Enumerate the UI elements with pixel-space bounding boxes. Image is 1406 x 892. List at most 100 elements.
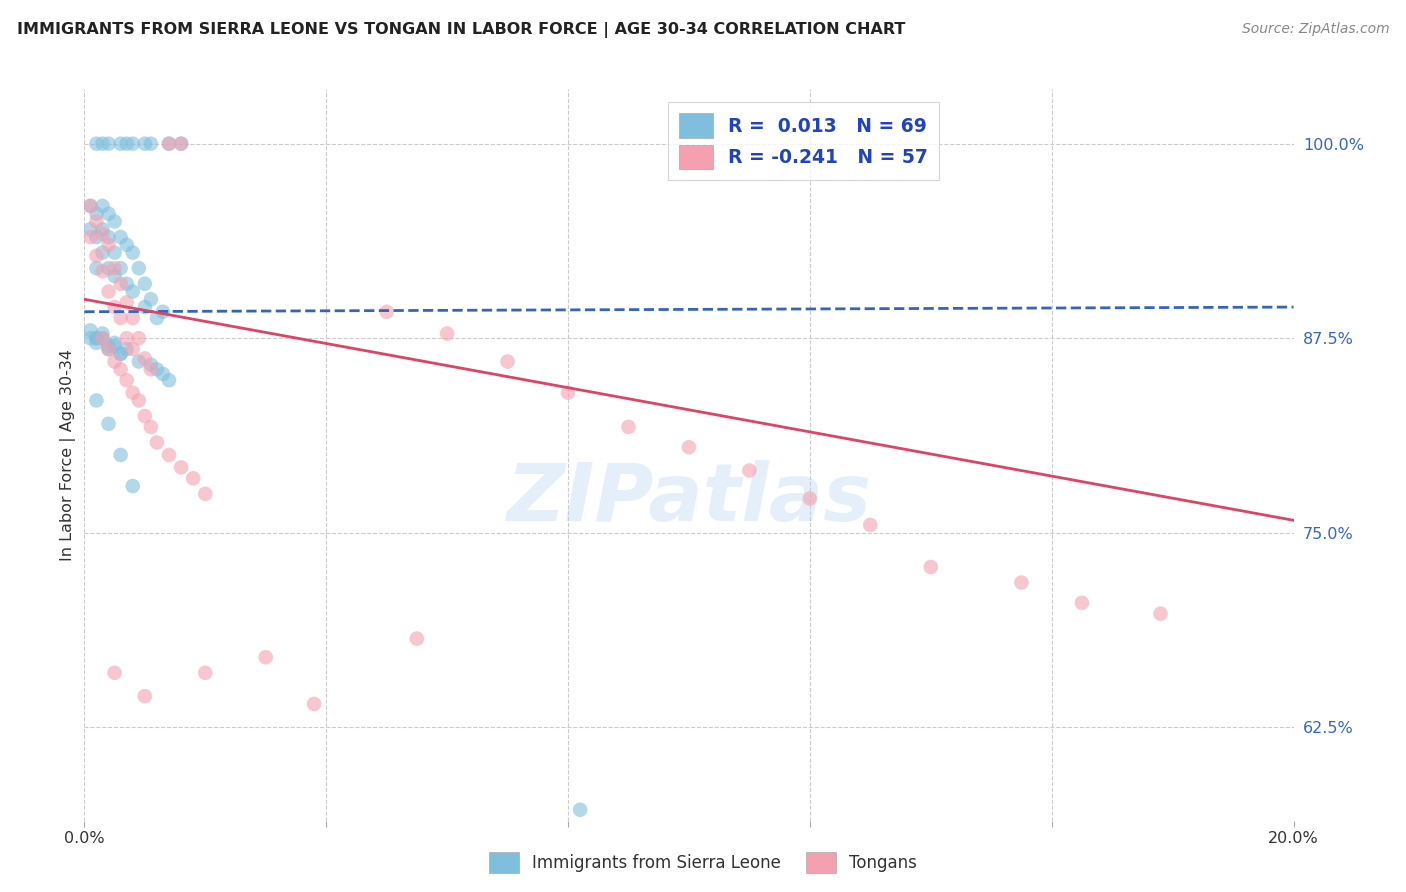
Point <box>139 358 162 372</box>
Point <box>86 136 108 151</box>
Point <box>128 393 150 408</box>
Point <box>146 435 169 450</box>
Point <box>157 448 180 462</box>
Point <box>375 304 398 318</box>
Point <box>110 310 132 325</box>
Point <box>121 136 143 151</box>
Point <box>920 560 942 574</box>
Point <box>86 261 108 276</box>
Point <box>86 207 108 221</box>
Point <box>104 268 127 283</box>
Point <box>86 214 108 228</box>
Y-axis label: In Labor Force | Age 30-34: In Labor Force | Age 30-34 <box>60 349 76 561</box>
Point <box>436 326 458 341</box>
Point <box>146 310 169 325</box>
Point <box>86 331 108 345</box>
Point <box>91 227 114 241</box>
Point <box>121 285 143 299</box>
Point <box>86 249 108 263</box>
Point <box>181 471 204 485</box>
Point <box>1149 607 1171 621</box>
Point <box>97 136 120 151</box>
Point <box>152 304 174 318</box>
Point <box>134 277 156 291</box>
Point <box>134 136 156 151</box>
Point <box>91 331 114 345</box>
Point <box>157 136 180 151</box>
Point <box>406 632 429 646</box>
Point <box>128 331 150 345</box>
Point <box>91 326 114 341</box>
Point <box>115 237 138 252</box>
Point <box>678 440 700 454</box>
Point <box>97 261 120 276</box>
Legend: Immigrants from Sierra Leone, Tongans: Immigrants from Sierra Leone, Tongans <box>482 846 924 880</box>
Point <box>79 199 101 213</box>
Text: Source: ZipAtlas.com: Source: ZipAtlas.com <box>1241 22 1389 37</box>
Point <box>110 230 132 244</box>
Point <box>557 385 579 400</box>
Point <box>110 136 132 151</box>
Point <box>86 230 108 244</box>
Point <box>738 463 761 477</box>
Point <box>302 697 325 711</box>
Point <box>104 300 127 314</box>
Point <box>110 277 132 291</box>
Point <box>97 342 120 356</box>
Point <box>86 331 108 345</box>
Point <box>859 518 882 533</box>
Point <box>97 342 120 356</box>
Point <box>104 335 127 350</box>
Point <box>496 354 519 368</box>
Point <box>115 277 138 291</box>
Point <box>110 347 132 361</box>
Point <box>152 367 174 381</box>
Point <box>104 665 127 680</box>
Point <box>128 354 150 368</box>
Point <box>104 339 127 353</box>
Point <box>91 136 114 151</box>
Legend: R =  0.013   N = 69, R = -0.241   N = 57: R = 0.013 N = 69, R = -0.241 N = 57 <box>668 103 939 180</box>
Point <box>104 245 127 260</box>
Point <box>91 264 114 278</box>
Point <box>170 136 193 151</box>
Point <box>134 300 156 314</box>
Point <box>91 222 114 236</box>
Point <box>110 448 132 462</box>
Point <box>139 420 162 434</box>
Point <box>170 460 193 475</box>
Point <box>115 295 138 310</box>
Point <box>115 342 138 356</box>
Point <box>617 420 640 434</box>
Point <box>1011 575 1033 590</box>
Point <box>104 261 127 276</box>
Point <box>1071 596 1094 610</box>
Point <box>110 347 132 361</box>
Point <box>134 689 156 703</box>
Point <box>128 261 150 276</box>
Point <box>104 354 127 368</box>
Point <box>79 331 101 345</box>
Point <box>97 230 120 244</box>
Point <box>121 310 143 325</box>
Point <box>91 199 114 213</box>
Point <box>139 293 162 307</box>
Point <box>110 362 132 376</box>
Point <box>115 331 138 345</box>
Point <box>79 230 101 244</box>
Point <box>157 136 180 151</box>
Point <box>104 214 127 228</box>
Point <box>91 245 114 260</box>
Point <box>115 373 138 387</box>
Point <box>97 285 120 299</box>
Point <box>799 491 821 506</box>
Point <box>134 409 156 423</box>
Point <box>97 237 120 252</box>
Point <box>110 261 132 276</box>
Point <box>79 199 101 213</box>
Point <box>97 339 120 353</box>
Point <box>121 245 143 260</box>
Text: ZIPatlas: ZIPatlas <box>506 459 872 538</box>
Point <box>86 335 108 350</box>
Point <box>86 393 108 408</box>
